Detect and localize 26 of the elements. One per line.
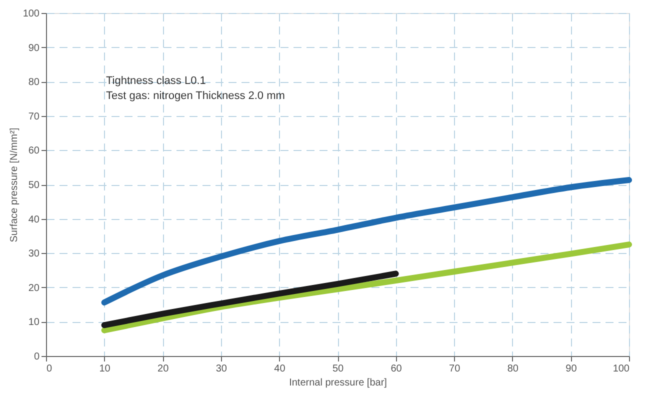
x-tick-label: 60 xyxy=(390,364,402,374)
x-tick-label: 0 xyxy=(46,364,52,374)
y-tick-label: 30 xyxy=(28,248,40,260)
x-tick-label: 80 xyxy=(507,364,519,374)
y-tick-label: 70 xyxy=(28,111,40,122)
annotation: Tightness class L0.1 xyxy=(106,75,206,87)
x-tick-label: 10 xyxy=(99,364,111,374)
y-tick-label: 10 xyxy=(28,317,40,328)
x-tick-label: 100 xyxy=(612,364,630,374)
x-tick-label: 50 xyxy=(332,364,344,374)
y-tick-label: 20 xyxy=(28,282,40,294)
y-tick-label: 90 xyxy=(28,42,40,54)
x-tick-label: 90 xyxy=(566,364,578,374)
y-tick-label: 40 xyxy=(28,214,40,226)
x-tick-label: 40 xyxy=(274,364,286,374)
x-tick-label: 30 xyxy=(216,364,228,374)
x-axis-title: Internal pressure [bar] xyxy=(289,378,388,388)
x-tick-label: 20 xyxy=(158,364,170,374)
y-tick-label: 100 xyxy=(22,8,40,20)
y-tick-label: 0 xyxy=(34,352,40,362)
annotation: Test gas: nitrogen Thickness 2.0 mm xyxy=(106,90,285,102)
x-tick-label: 70 xyxy=(449,364,461,374)
y-tick-label: 60 xyxy=(28,146,40,157)
y-tick-label: 50 xyxy=(28,180,40,191)
y-axis-title: Surface pressure [N/mm²] xyxy=(8,128,20,242)
y-tick-label: 80 xyxy=(28,77,40,88)
